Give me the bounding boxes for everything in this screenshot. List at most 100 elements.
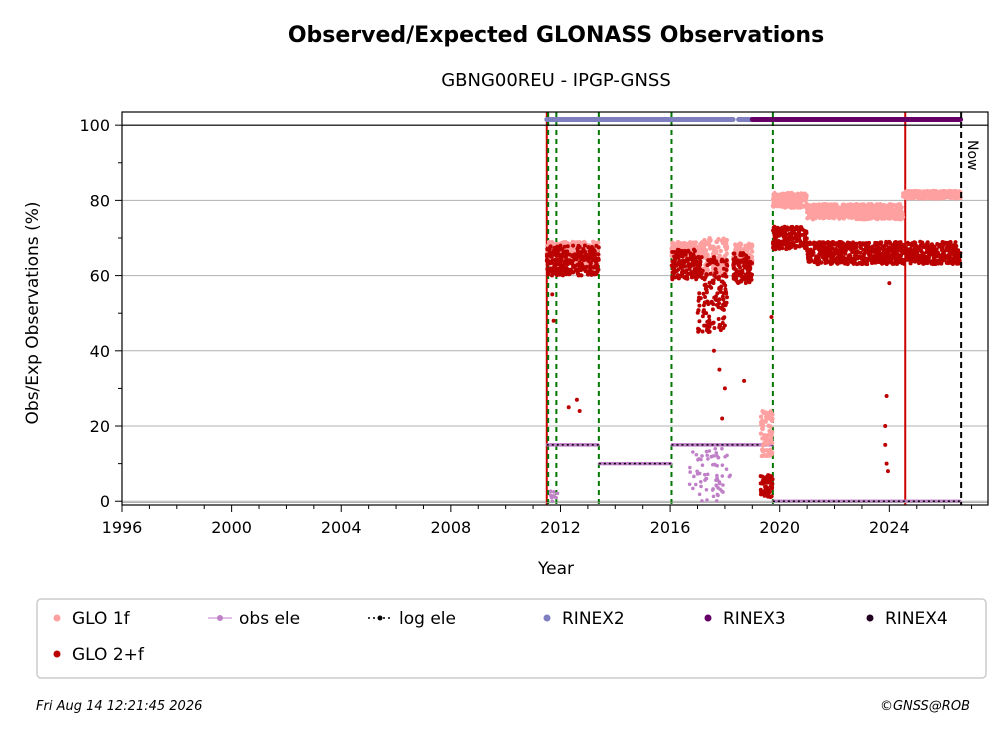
glo2f-point xyxy=(682,248,687,253)
glo2f-point xyxy=(769,494,774,499)
glo2f-point xyxy=(596,257,601,262)
obs-ele-point xyxy=(715,476,719,480)
glo2f-point xyxy=(844,258,849,263)
glo2f-point xyxy=(708,271,713,276)
glo2f-point xyxy=(578,251,583,256)
glo2f-point xyxy=(797,236,802,241)
obs-ele-point xyxy=(699,484,703,489)
glo1f-point xyxy=(797,205,803,210)
glo2f-point xyxy=(713,267,718,272)
glo2f-point xyxy=(725,263,730,268)
glo1f-point xyxy=(724,245,730,250)
glo2f-point xyxy=(918,239,923,244)
glo2f-point xyxy=(691,247,696,252)
obs-ele-point xyxy=(698,480,703,484)
glo2f-point xyxy=(544,258,549,263)
glo1f-point xyxy=(833,212,838,217)
glo2f-point xyxy=(949,259,954,264)
glo2f-point xyxy=(884,243,889,248)
glo2f-point xyxy=(747,271,752,276)
glo2f-point xyxy=(706,258,711,263)
glo2f-point xyxy=(705,263,710,268)
glo2f-point xyxy=(916,261,921,266)
glo2f-point xyxy=(724,300,729,305)
glo2f-point xyxy=(742,378,747,383)
obs-ele-point xyxy=(552,495,557,499)
glo2f-point xyxy=(711,320,716,325)
glo2f-point xyxy=(708,284,713,289)
glo2f-point xyxy=(707,323,712,328)
glo1f-point xyxy=(779,196,784,202)
glo2f-point xyxy=(887,239,892,244)
glo2f-point xyxy=(720,273,725,278)
glo2f-point xyxy=(953,258,958,263)
glo2f-point xyxy=(565,262,570,267)
glo2f-point xyxy=(867,254,872,259)
obs-ele-point xyxy=(691,486,695,491)
glo1f-point xyxy=(857,202,863,208)
glo1f-point xyxy=(925,188,930,194)
glo2f-point xyxy=(837,251,842,256)
glo2f-point xyxy=(695,274,700,279)
glo2f-point xyxy=(826,239,831,244)
glo2f-point xyxy=(951,243,956,248)
glo1f-point xyxy=(895,209,900,215)
glo2f-point xyxy=(865,243,870,248)
obs-ele-point xyxy=(720,463,725,467)
glo1f-point xyxy=(774,195,779,201)
glo2f-point xyxy=(707,314,712,319)
glo2f-point xyxy=(579,273,584,278)
glo2f-point xyxy=(594,272,599,277)
footer-timestamp: Fri Aug 14 12:21:45 2026 xyxy=(36,699,202,714)
glo2f-point xyxy=(555,257,560,262)
glo2f-point xyxy=(696,254,701,259)
obs-ele-point xyxy=(687,482,692,487)
glo2f-point xyxy=(697,319,702,324)
glo1f-point xyxy=(760,418,765,423)
glo1f-point xyxy=(865,205,870,210)
glo2f-point xyxy=(722,315,727,320)
glo2f-point xyxy=(591,265,596,270)
obs-ele-point xyxy=(697,471,702,476)
legend-item: RINEX2 xyxy=(543,609,625,629)
obs-ele-point xyxy=(700,454,704,458)
glo2f-point xyxy=(697,303,702,308)
glo2f-point xyxy=(704,311,709,316)
glo2f-point xyxy=(901,251,906,256)
glo2f-point xyxy=(590,256,595,261)
glo2f-point xyxy=(723,289,728,294)
glo2f-point xyxy=(914,243,919,248)
y-tick-label: 60 xyxy=(90,267,110,286)
obs-ele-point xyxy=(706,457,710,461)
glo2f-point xyxy=(703,286,708,291)
y-axis-label: Obs/Exp Observations (%) xyxy=(23,202,43,425)
glo2f-point xyxy=(890,261,895,266)
x-tick-label: 2024 xyxy=(869,518,910,537)
obs-ele-point xyxy=(721,483,725,487)
glo1f-point xyxy=(760,424,766,429)
glo1f-point xyxy=(733,246,738,252)
glo2f-point xyxy=(906,242,911,247)
legend-label: obs ele xyxy=(239,609,300,629)
obs-ele-point xyxy=(551,490,556,494)
glo2f-point xyxy=(895,245,900,250)
glo2f-point xyxy=(681,259,686,264)
glo1f-point xyxy=(854,216,859,222)
glo2f-point xyxy=(717,301,722,306)
glo2f-point xyxy=(571,243,576,248)
glo2f-point xyxy=(953,240,958,245)
glo2f-point xyxy=(731,257,736,262)
glo2f-point xyxy=(788,235,793,240)
glo2f-point xyxy=(819,252,824,257)
glo2f-point xyxy=(701,291,706,296)
legend-label: RINEX4 xyxy=(885,609,948,629)
glo2f-point xyxy=(767,474,772,479)
legend-label: GLO 1f xyxy=(72,609,131,629)
glo1f-point xyxy=(929,192,935,198)
glo2f-point xyxy=(725,295,730,300)
glo2f-point xyxy=(781,234,786,239)
glo2f-point xyxy=(884,393,889,398)
glo2f-point xyxy=(956,261,961,266)
glo2f-point xyxy=(944,246,949,251)
glo2f-point xyxy=(781,242,786,247)
